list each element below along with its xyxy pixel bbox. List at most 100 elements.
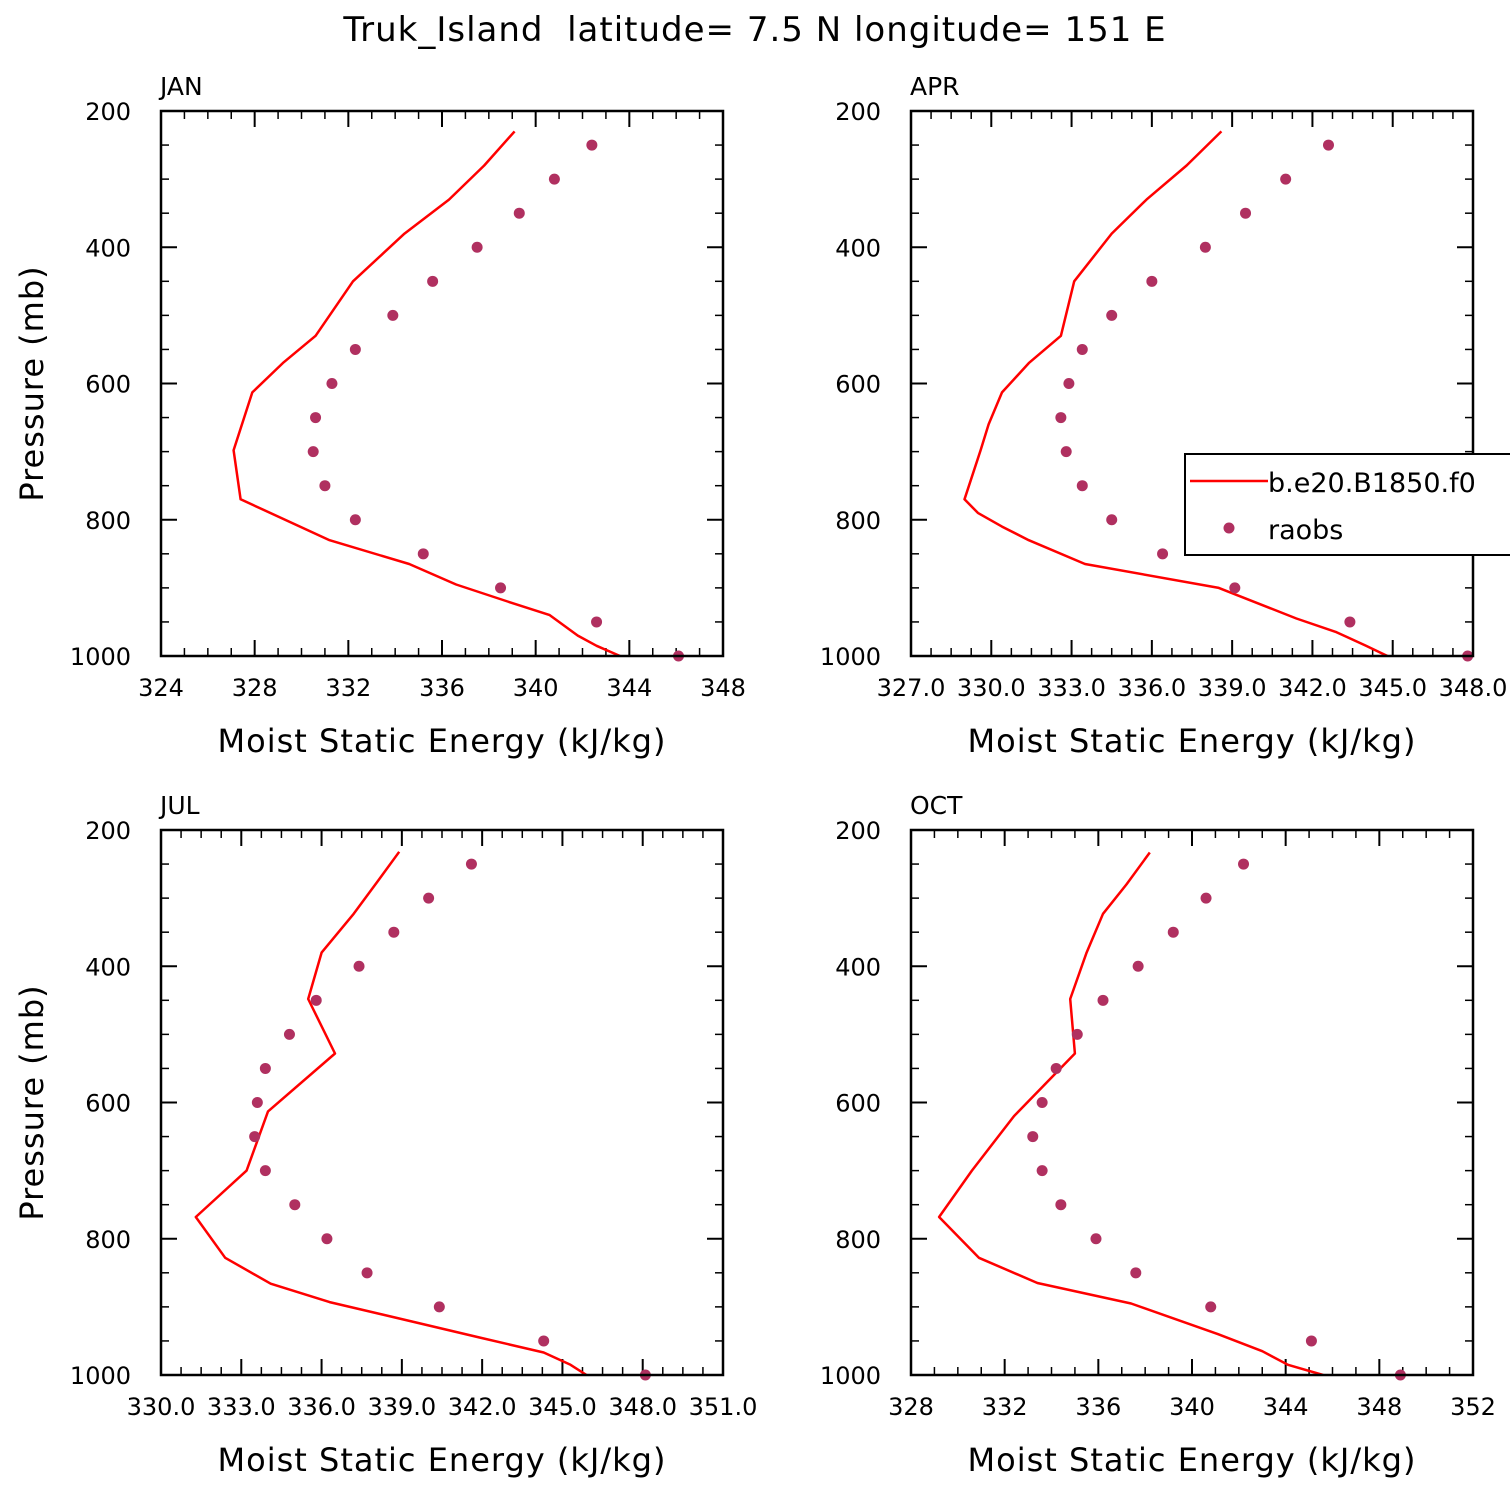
- raobs-point: [538, 1335, 550, 1347]
- legend-label-model: b.e20.B1850.f0: [1268, 468, 1476, 499]
- raobs-point: [513, 207, 525, 219]
- x-tick-label: 328: [888, 1393, 934, 1421]
- y-axis-label: Pressure (mb): [13, 984, 51, 1220]
- raobs-point: [1055, 412, 1067, 424]
- raobs-point: [1280, 173, 1292, 185]
- model-line: [937, 851, 1324, 1375]
- x-tick-label: 336: [419, 674, 465, 702]
- raobs-point: [1205, 1301, 1217, 1313]
- raobs-point: [1200, 892, 1212, 904]
- raobs-point: [1240, 207, 1252, 219]
- raobs-point: [1157, 548, 1169, 560]
- raobs-point: [1167, 926, 1179, 938]
- y-tick-label: 600: [835, 371, 881, 399]
- y-axis-label: Pressure (mb): [13, 265, 51, 501]
- x-tick-label: 348.0: [1439, 674, 1508, 702]
- y-tick-label: 400: [85, 953, 131, 981]
- x-tick-label: 342.0: [448, 1393, 517, 1421]
- x-tick-label: 345.0: [1358, 674, 1427, 702]
- raobs-point: [548, 173, 560, 185]
- x-tick-label: 340: [513, 674, 559, 702]
- raobs-point: [495, 582, 507, 594]
- raobs-point: [433, 1301, 445, 1313]
- y-tick-label: 1000: [820, 643, 881, 671]
- x-tick-label: 352: [1450, 1393, 1496, 1421]
- raobs-point: [319, 480, 331, 492]
- raobs-point: [1060, 446, 1072, 458]
- raobs-point: [1344, 616, 1356, 628]
- x-tick-label: 339.0: [1198, 674, 1267, 702]
- raobs-point: [427, 275, 439, 287]
- raobs-point: [1076, 480, 1088, 492]
- x-tick-label: 344: [606, 674, 652, 702]
- raobs-point: [1106, 514, 1118, 526]
- y-tick-label: 400: [835, 234, 881, 262]
- raobs-point: [321, 1233, 333, 1245]
- raobs-point: [1238, 858, 1250, 870]
- raobs-point: [1305, 1335, 1317, 1347]
- raobs-point: [1090, 1233, 1102, 1245]
- y-tick-label: 1000: [70, 1362, 131, 1390]
- raobs-point: [307, 446, 319, 458]
- legend-dot-swatch: [1223, 522, 1235, 534]
- legend-label-raobs: raobs: [1268, 515, 1343, 546]
- model-line: [232, 130, 621, 656]
- raobs-point: [1130, 1267, 1142, 1279]
- raobs-point: [1106, 309, 1118, 321]
- x-tick-label: 332: [325, 674, 371, 702]
- raobs-point: [251, 1097, 263, 1108]
- raobs-point: [1229, 582, 1241, 594]
- x-tick-label: 336: [1075, 1393, 1121, 1421]
- raobs-point: [1322, 139, 1334, 151]
- raobs-point: [1146, 275, 1158, 287]
- y-tick-label: 800: [85, 1226, 131, 1254]
- raobs-point: [423, 892, 435, 904]
- raobs-point: [1027, 1131, 1039, 1143]
- y-tick-label: 1000: [70, 643, 131, 671]
- raobs-point: [310, 412, 322, 424]
- y-tick-label: 800: [85, 507, 131, 535]
- plot-frame: [159, 109, 725, 658]
- raobs-point: [1036, 1097, 1048, 1108]
- raobs-point: [591, 616, 603, 628]
- panel-title: JUL: [158, 791, 200, 820]
- x-axis-label: Moist Static Energy (kJ/kg): [968, 722, 1417, 760]
- plot-frame: [909, 828, 1475, 1377]
- y-tick-label: 200: [835, 817, 881, 845]
- raobs-point: [1050, 1062, 1062, 1074]
- x-axis-label: Moist Static Energy (kJ/kg): [218, 722, 667, 760]
- x-tick-label: 345.0: [528, 1393, 597, 1421]
- raobs-point: [1199, 241, 1211, 253]
- y-tick-label: 600: [85, 371, 131, 399]
- x-tick-label: 327.0: [877, 674, 946, 702]
- x-tick-label: 332: [982, 1393, 1028, 1421]
- y-tick-label: 400: [85, 234, 131, 262]
- raobs-point: [283, 1028, 295, 1040]
- panel-title: JAN: [158, 72, 203, 101]
- x-tick-label: 330.0: [957, 674, 1026, 702]
- x-tick-label: 348.0: [608, 1393, 677, 1421]
- raobs-point: [1132, 960, 1144, 972]
- x-tick-label: 324: [138, 674, 184, 702]
- x-axis-label: Moist Static Energy (kJ/kg): [968, 1441, 1417, 1479]
- panel-title: OCT: [910, 791, 963, 820]
- y-tick-label: 600: [85, 1090, 131, 1118]
- y-tick-label: 800: [835, 507, 881, 535]
- x-tick-label: 336.0: [1117, 674, 1186, 702]
- model-line: [963, 130, 1388, 656]
- x-tick-label: 328: [232, 674, 278, 702]
- x-tick-label: 351.0: [689, 1393, 758, 1421]
- model-line: [194, 851, 588, 1375]
- y-tick-label: 800: [835, 1226, 881, 1254]
- y-tick-label: 200: [85, 98, 131, 126]
- raobs-point: [289, 1199, 301, 1211]
- x-tick-label: 342.0: [1278, 674, 1347, 702]
- raobs-point: [417, 548, 429, 560]
- raobs-point: [361, 1267, 373, 1279]
- y-tick-label: 200: [835, 98, 881, 126]
- x-axis-label: Moist Static Energy (kJ/kg): [218, 1441, 667, 1479]
